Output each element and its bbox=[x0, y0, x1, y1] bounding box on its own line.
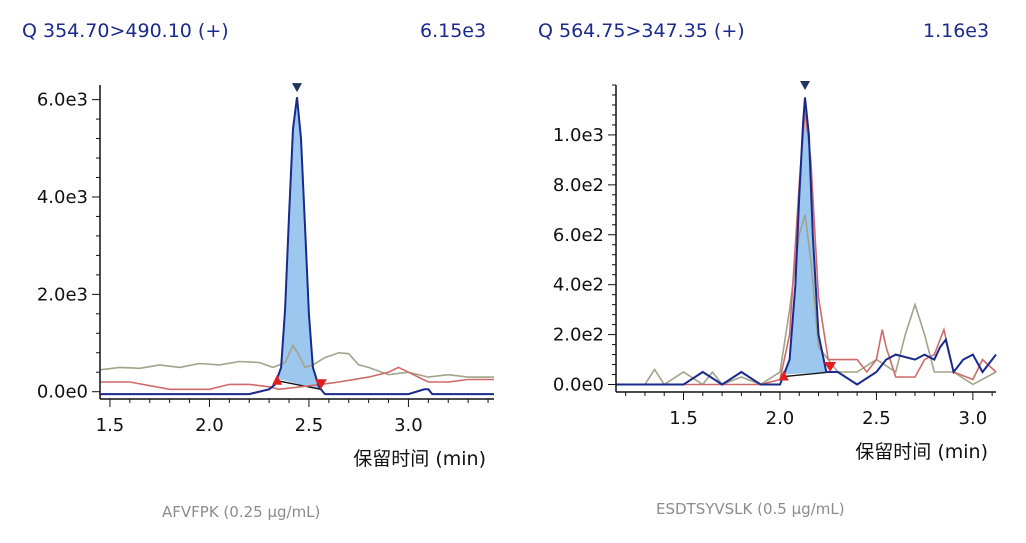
max-intensity-label: 6.15e3 bbox=[420, 20, 487, 42]
y-tick-label: 8.0e2 bbox=[553, 175, 604, 196]
sample-caption: ESDTSYVSLK (0.5 μg/mL) bbox=[656, 500, 845, 518]
x-tick-label: 2.5 bbox=[295, 415, 324, 436]
trace-line bbox=[616, 97, 997, 386]
y-tick-label: 4.0e3 bbox=[37, 187, 88, 208]
y-tick-label: 4.0e2 bbox=[553, 275, 604, 296]
trace-line bbox=[616, 214, 997, 386]
transition-label: Q 354.70>490.10 (+) bbox=[22, 20, 229, 42]
chromatogram-chart-right: 0.0e0 2.0e2 4.0e2 6.0e2 8.0e2 1.0e3 1.5 2.0 2.5 3… bbox=[553, 80, 997, 463]
x-tick-label: 2.5 bbox=[862, 408, 891, 429]
x-tick-label: 1.5 bbox=[96, 415, 125, 436]
y-tick-label: 6.0e3 bbox=[37, 90, 88, 111]
peak-baseline bbox=[783, 371, 831, 378]
x-tick-label: 2.0 bbox=[766, 408, 795, 429]
y-tick-label: 1.0e3 bbox=[553, 125, 604, 146]
apex-marker bbox=[800, 80, 811, 90]
trace-line bbox=[616, 109, 997, 386]
y-tick-label: 6.0e2 bbox=[553, 225, 604, 246]
transition-label: Q 564.75>347.35 (+) bbox=[538, 20, 745, 42]
apex-marker bbox=[292, 83, 302, 93]
x-axis-title: 保留时间 (min) bbox=[353, 448, 486, 470]
chromatogram-chart-left: 0.0e0 2.0e3 4.0e3 6.0e3 1.5 2.0 2.5 3.0 保留时间 (mi… bbox=[37, 83, 494, 470]
x-tick-label: 1.5 bbox=[669, 408, 698, 429]
max-intensity-label: 1.16e3 bbox=[923, 20, 990, 42]
trace-line bbox=[100, 366, 494, 391]
peak-baseline bbox=[276, 380, 322, 390]
chromatogram-panel-esdtsyvslk: 0.0e0 2.0e2 4.0e2 6.0e2 8.0e2 1.0e3 1.5 2.0 2.5 3… bbox=[513, 0, 1026, 543]
peak-end-marker bbox=[314, 379, 327, 390]
trace-line bbox=[99, 343, 494, 378]
y-tick-label: 2.0e2 bbox=[553, 325, 604, 346]
x-axis-title: 保留时间 (min) bbox=[855, 441, 988, 463]
y-tick-label: 2.0e3 bbox=[37, 284, 88, 305]
peak-fill bbox=[277, 98, 321, 390]
peak-fill bbox=[783, 102, 831, 375]
x-tick-label: 3.0 bbox=[394, 415, 423, 436]
sample-caption: AFVFPK (0.25 μg/mL) bbox=[162, 503, 321, 521]
chromatogram-panel-afvfpk: 0.0e0 2.0e3 4.0e3 6.0e3 1.5 2.0 2.5 3.0 保留时间 (mi… bbox=[22, 20, 494, 521]
x-tick-label: 3.0 bbox=[959, 408, 988, 429]
peak-end-marker bbox=[824, 362, 837, 373]
y-tick-label: 0.0e0 bbox=[553, 375, 604, 396]
peak-start-marker bbox=[272, 374, 283, 385]
x-tick-label: 2.0 bbox=[195, 415, 224, 436]
peak-start-marker bbox=[778, 370, 789, 381]
y-tick-label: 0.0e0 bbox=[37, 382, 88, 403]
